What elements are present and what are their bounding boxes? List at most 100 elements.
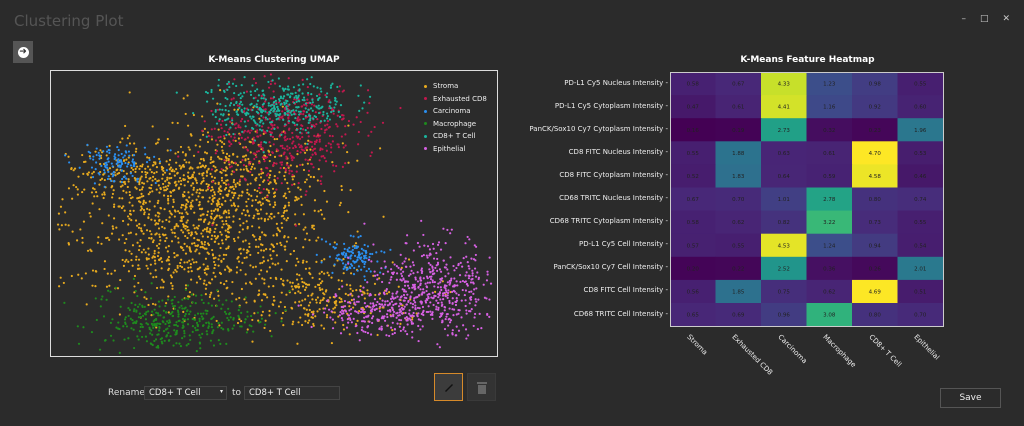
new-name-input[interactable]: CD8+ T Cell <box>244 386 340 400</box>
scatter-point <box>424 282 427 285</box>
scatter-point <box>356 269 359 272</box>
cluster-select[interactable]: CD8+ T Cell ▾ <box>144 386 227 400</box>
scatter-point <box>280 163 283 166</box>
scatter-point <box>386 304 390 307</box>
scatter-point <box>246 188 249 191</box>
scatter-point <box>360 320 364 323</box>
heatmap-cell <box>806 118 853 142</box>
scatter-point <box>435 308 438 311</box>
scatter-point <box>131 264 134 267</box>
scatter-point <box>145 264 148 267</box>
scatter-point <box>400 274 404 278</box>
scatter-point <box>347 256 350 259</box>
rename-button[interactable] <box>434 373 463 401</box>
scatter-point <box>355 310 358 313</box>
scatter-point <box>350 321 353 324</box>
heatmap-column-label: Carcinoma <box>776 333 809 366</box>
scatter-point <box>168 216 171 219</box>
scatter-point <box>158 305 161 308</box>
chevron-down-icon: ▾ <box>219 388 223 395</box>
save-button[interactable]: Save <box>940 388 1001 408</box>
scatter-point <box>336 125 339 128</box>
scatter-point <box>269 97 273 100</box>
scatter-point <box>262 151 265 154</box>
scatter-point <box>397 285 400 288</box>
scatter-point <box>275 254 278 257</box>
scatter-point <box>380 267 383 270</box>
scatter-point <box>249 115 252 118</box>
scatter-point <box>284 132 287 135</box>
scatter-point <box>353 244 356 247</box>
minimize-button[interactable]: – <box>961 14 966 24</box>
scatter-point <box>417 285 420 289</box>
scatter-point <box>302 113 305 116</box>
scatter-point <box>103 339 107 342</box>
scatter-point <box>262 132 265 135</box>
scatter-point <box>394 296 397 299</box>
scatter-point <box>99 178 102 182</box>
close-button[interactable]: ✕ <box>1002 14 1010 24</box>
scatter-point <box>110 232 114 235</box>
scatter-point <box>456 284 459 287</box>
scatter-point <box>252 97 255 100</box>
scatter-point <box>136 197 139 200</box>
scatter-point <box>281 311 284 315</box>
scatter-point <box>240 319 243 323</box>
scatter-point <box>287 85 290 88</box>
scatter-point <box>386 315 389 319</box>
scatter-point <box>261 261 264 264</box>
scatter-point <box>246 136 250 139</box>
scatter-point <box>296 342 299 345</box>
scatter-point <box>302 149 306 152</box>
scatter-point <box>189 205 193 208</box>
scatter-point <box>146 207 149 210</box>
scatter-point <box>440 277 444 280</box>
scatter-point <box>277 98 281 101</box>
scatter-point <box>247 119 250 122</box>
scatter-point <box>255 208 258 211</box>
scatter-point <box>189 176 192 180</box>
scatter-point <box>355 116 358 119</box>
heatmap-value: 0.20 <box>687 266 700 272</box>
delete-button[interactable] <box>467 373 496 401</box>
scatter-point <box>180 246 183 249</box>
scatter-point <box>468 309 471 313</box>
scatter-point <box>83 188 86 191</box>
scatter-point <box>245 251 248 254</box>
scatter-point <box>138 303 141 306</box>
scatter-point <box>262 149 265 152</box>
scatter-point <box>207 321 210 324</box>
scatter-point <box>471 281 475 284</box>
scatter-point <box>194 294 198 297</box>
scatter-point <box>265 198 268 202</box>
scatter-point <box>263 75 266 78</box>
umap-legend: Stroma Exhausted CD8 Carcinoma Macrophage CD… <box>424 80 487 155</box>
scatter-point <box>148 191 152 194</box>
scatter-point <box>258 108 261 111</box>
scatter-point <box>117 154 120 157</box>
heatmap-cell <box>806 141 853 165</box>
scatter-point <box>281 146 284 150</box>
navigate-button[interactable]: ➜ <box>13 41 33 63</box>
scatter-point <box>280 182 283 185</box>
scatter-point <box>210 304 213 307</box>
scatter-point <box>350 264 354 267</box>
scatter-point <box>220 326 223 330</box>
scatter-point <box>196 312 200 315</box>
scatter-point <box>225 312 228 315</box>
scatter-point <box>147 193 150 196</box>
scatter-point <box>207 186 211 189</box>
scatter-point <box>147 213 151 216</box>
heatmap-value: 0.96 <box>778 313 791 319</box>
scatter-point <box>129 172 132 175</box>
scatter-point <box>241 130 244 133</box>
scatter-point <box>300 105 304 108</box>
scatter-point <box>242 248 245 251</box>
scatter-point <box>243 177 246 180</box>
scatter-point <box>389 278 392 281</box>
scatter-point <box>257 186 261 190</box>
scatter-point <box>328 105 331 108</box>
scatter-point <box>191 301 194 304</box>
scatter-point <box>424 299 427 303</box>
maximize-button[interactable]: □ <box>979 14 989 24</box>
